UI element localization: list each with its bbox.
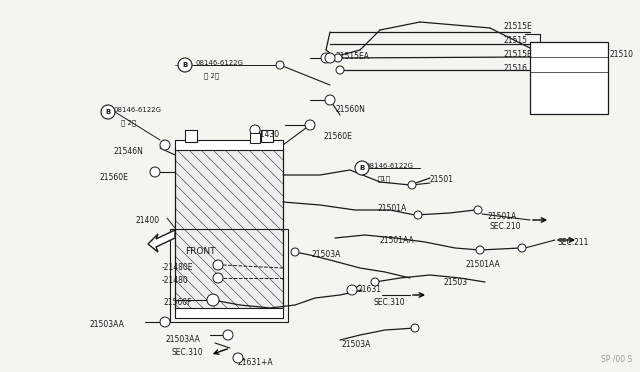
- Circle shape: [334, 54, 342, 62]
- Circle shape: [101, 105, 115, 119]
- Text: -21480: -21480: [162, 276, 189, 285]
- Bar: [530, 42, 608, 114]
- Circle shape: [321, 53, 331, 63]
- Text: 〈 2〉: 〈 2〉: [204, 72, 219, 78]
- Bar: [261, 130, 273, 142]
- Text: FRONT: FRONT: [185, 247, 216, 256]
- Text: SEC.211: SEC.211: [558, 238, 589, 247]
- Circle shape: [411, 324, 419, 332]
- Circle shape: [178, 58, 192, 72]
- Bar: [175, 140, 283, 150]
- Text: 21501AA: 21501AA: [465, 260, 500, 269]
- Text: 21515EA: 21515EA: [335, 52, 369, 61]
- Text: 21546N: 21546N: [113, 147, 143, 156]
- Text: 21503AA: 21503AA: [165, 335, 200, 344]
- Text: 21560E: 21560E: [100, 173, 129, 182]
- Bar: [185, 130, 197, 142]
- Circle shape: [305, 120, 315, 130]
- Text: SEC.310: SEC.310: [374, 298, 406, 307]
- Text: SEC.210: SEC.210: [490, 222, 522, 231]
- Text: 21503AA: 21503AA: [90, 320, 125, 329]
- Text: 21430: 21430: [256, 130, 280, 139]
- Circle shape: [276, 61, 284, 69]
- Text: 21400: 21400: [135, 216, 159, 225]
- Text: B: B: [360, 165, 365, 171]
- Text: B: B: [106, 109, 111, 115]
- Bar: [175, 148, 283, 310]
- Text: 08146-6122G: 08146-6122G: [196, 60, 244, 66]
- Text: 21515E: 21515E: [503, 22, 532, 31]
- Circle shape: [291, 248, 299, 256]
- Circle shape: [325, 95, 335, 105]
- Circle shape: [355, 161, 369, 175]
- Text: 21631: 21631: [357, 285, 381, 294]
- Circle shape: [371, 278, 379, 286]
- Circle shape: [474, 206, 482, 214]
- Bar: [170, 229, 288, 322]
- Circle shape: [213, 273, 223, 283]
- Text: 08146-6122G: 08146-6122G: [365, 163, 413, 169]
- Text: B: B: [182, 62, 188, 68]
- Text: 21501A: 21501A: [488, 212, 517, 221]
- Bar: [250, 133, 260, 143]
- Text: SEC.310: SEC.310: [172, 348, 204, 357]
- Text: 21631+A: 21631+A: [238, 358, 274, 367]
- Text: 21503A: 21503A: [342, 340, 371, 349]
- Circle shape: [250, 125, 260, 135]
- Text: 21503: 21503: [443, 278, 467, 287]
- Text: 21560E: 21560E: [323, 132, 352, 141]
- Text: 21515E: 21515E: [503, 50, 532, 59]
- Text: SP /00 S: SP /00 S: [601, 355, 632, 364]
- Circle shape: [213, 260, 223, 270]
- Text: 08146-6122G: 08146-6122G: [113, 107, 161, 113]
- Circle shape: [325, 53, 335, 63]
- Circle shape: [160, 140, 170, 150]
- Text: 21515: 21515: [503, 36, 527, 45]
- Text: 21560F: 21560F: [164, 298, 193, 307]
- Circle shape: [347, 285, 357, 295]
- Circle shape: [160, 317, 170, 327]
- Text: 21501: 21501: [430, 175, 454, 184]
- Text: 〈 2〉: 〈 2〉: [121, 119, 136, 126]
- Text: 、1）: 、1）: [378, 175, 391, 182]
- Circle shape: [414, 211, 422, 219]
- Circle shape: [336, 66, 344, 74]
- Circle shape: [150, 167, 160, 177]
- Circle shape: [233, 353, 243, 363]
- Circle shape: [476, 246, 484, 254]
- Bar: [175, 308, 283, 318]
- Circle shape: [223, 330, 233, 340]
- Text: 21560N: 21560N: [335, 105, 365, 114]
- Text: 21501A: 21501A: [378, 204, 407, 213]
- Circle shape: [518, 244, 526, 252]
- Text: 21510: 21510: [610, 50, 634, 59]
- Text: 21503A: 21503A: [312, 250, 341, 259]
- Circle shape: [207, 294, 219, 306]
- Text: 21516: 21516: [503, 64, 527, 73]
- Circle shape: [408, 181, 416, 189]
- Polygon shape: [148, 230, 175, 252]
- Text: 21501AA: 21501AA: [380, 236, 415, 245]
- Text: -21480E: -21480E: [162, 263, 193, 272]
